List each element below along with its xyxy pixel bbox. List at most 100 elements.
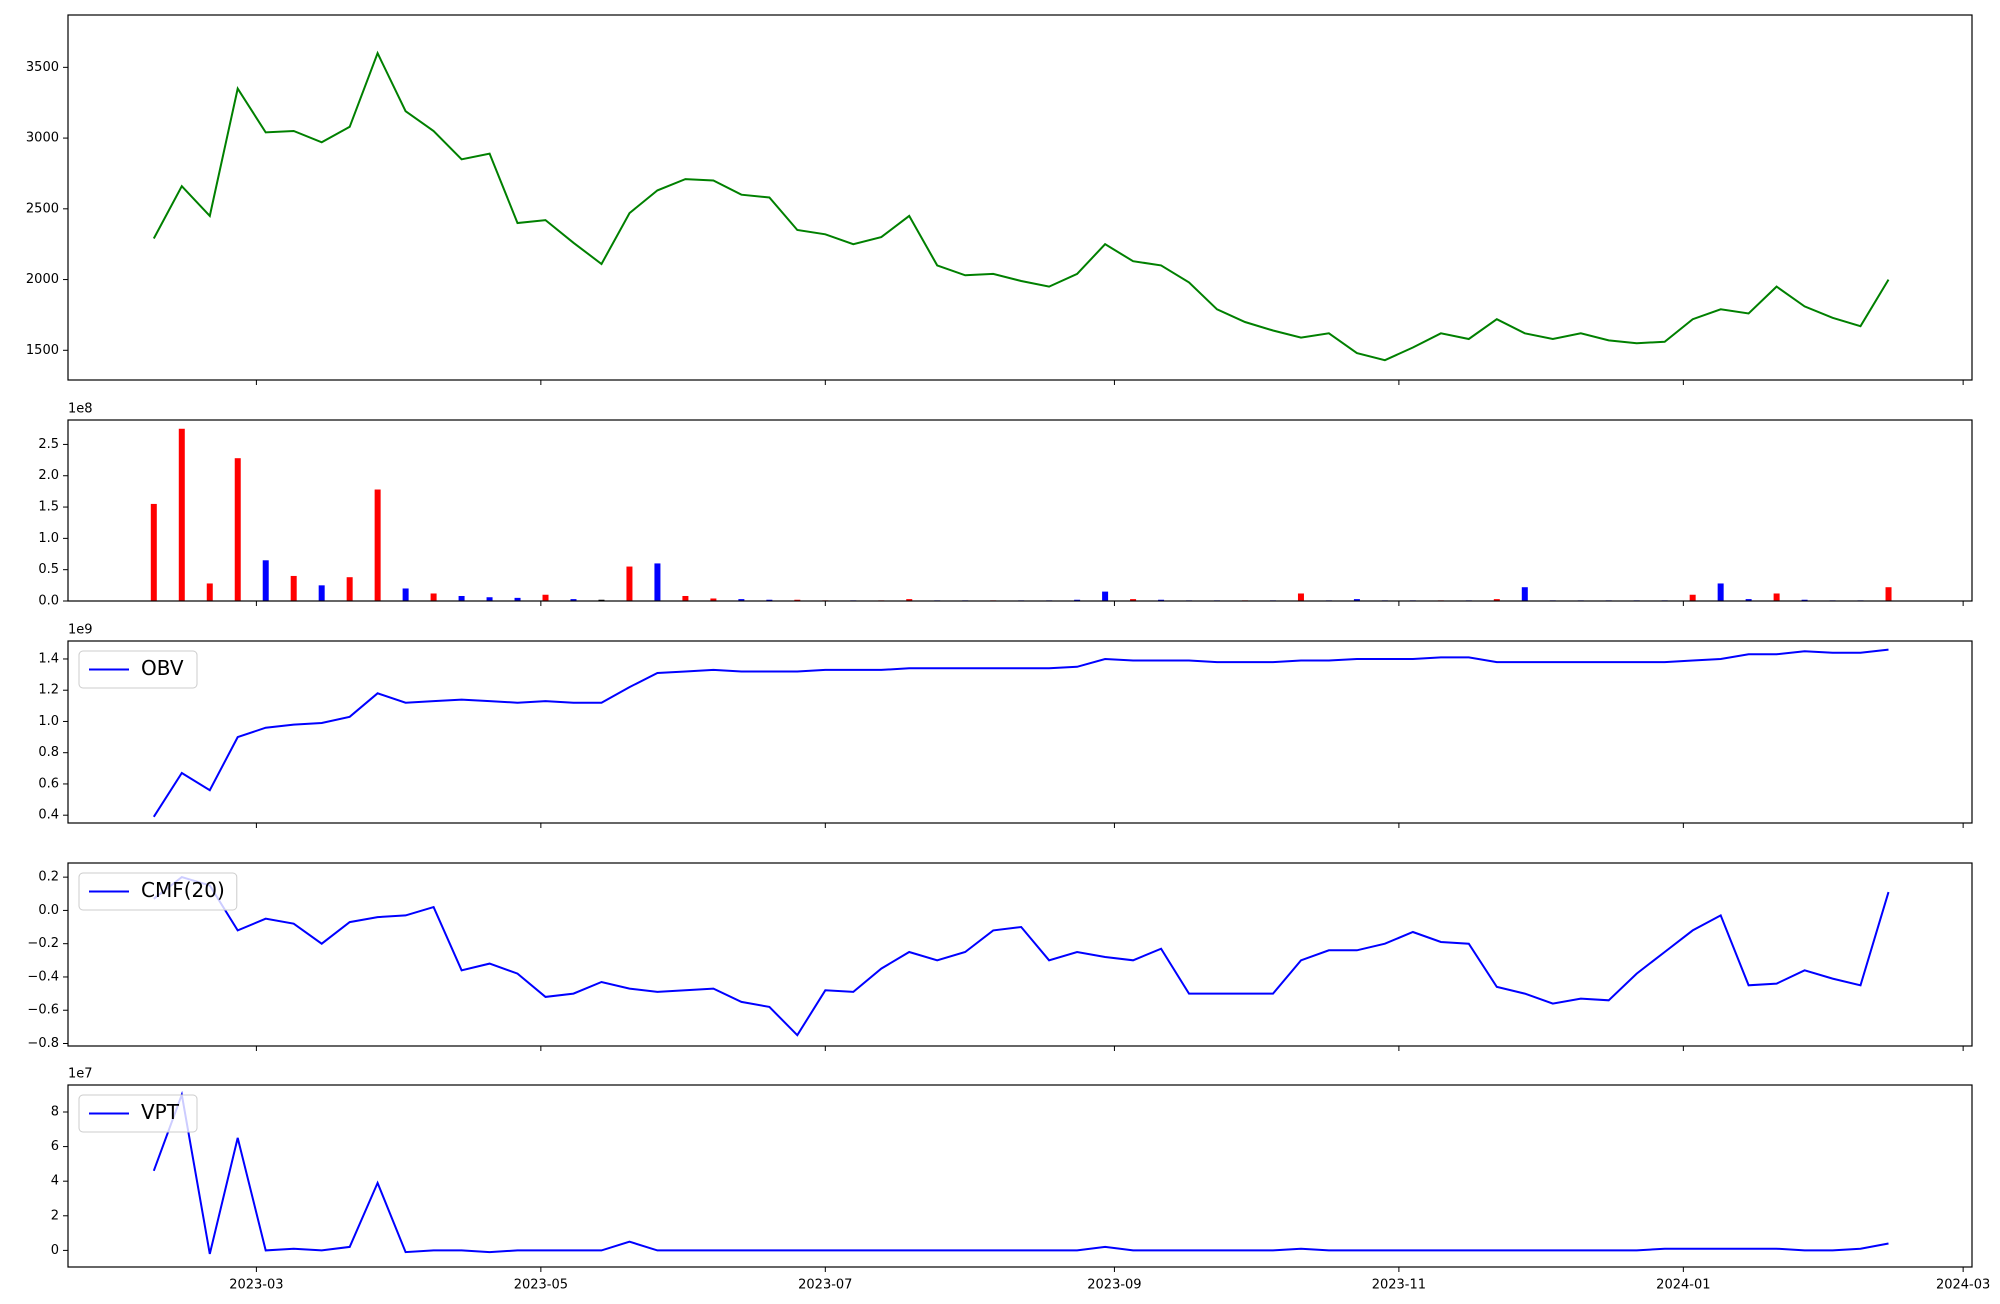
bar (1801, 599, 1808, 601)
x-tick-label: 2023-09 (1087, 1278, 1141, 1293)
panel: 0.4 0.6 0.8 1.0 1.2 1.4 1e9 OBV (38, 623, 1973, 828)
bar (346, 577, 353, 601)
legend-box (78, 872, 238, 911)
y-tick-label: 1.2 (38, 683, 59, 698)
y-tick-label: 8 (51, 1104, 59, 1119)
legend: CMF(20) (78, 872, 238, 911)
y-tick-label: 3500 (26, 60, 59, 75)
bar (458, 595, 465, 601)
bar (682, 595, 689, 601)
x-tick-label: 2024-01 (1656, 1278, 1710, 1293)
bar (906, 599, 913, 601)
legend-label: VPT (141, 1100, 180, 1124)
line (152, 50, 1890, 362)
y-tick-label: 1.5 (38, 500, 59, 515)
y-tick-label: 0.0 (38, 594, 59, 609)
bar (430, 593, 437, 601)
x-tick-label: 2023-03 (229, 1278, 283, 1293)
panel: 0.0 0.5 1.0 1.5 2.0 2.5 1e8 (38, 402, 1973, 609)
legend-label: CMF(20) (141, 878, 225, 902)
y-tick-label: 0.2 (38, 870, 59, 885)
bar (150, 503, 157, 601)
y-offset-label: 1e8 (68, 402, 93, 417)
line (152, 1090, 1889, 1255)
y-tick-label: 2 (51, 1208, 59, 1223)
legend: VPT (78, 1094, 198, 1133)
bar (486, 597, 493, 601)
bar (290, 575, 297, 601)
bar (654, 563, 661, 601)
bar (1885, 587, 1892, 601)
axes-frame (67, 862, 1973, 1047)
bar (1521, 587, 1528, 601)
legend-box (78, 1094, 198, 1133)
y-tick-label: −0.4 (27, 969, 59, 984)
y-tick-label: 2500 (26, 201, 59, 216)
y-tick-label: 0.5 (38, 562, 59, 577)
x-tick-label: 2023-07 (798, 1278, 852, 1293)
y-tick-label: 1.4 (38, 651, 59, 666)
axes-frame (67, 640, 1973, 824)
bar (1130, 599, 1137, 601)
x-tick-label: 2023-05 (514, 1278, 568, 1293)
panel: −0.8 −0.6 −0.4 −0.2 0.0 0.2 CMF(20) (27, 862, 1973, 1051)
bar (206, 583, 213, 601)
y-tick-label: 4 (51, 1174, 59, 1189)
y-tick-label: 2.0 (38, 468, 59, 483)
bar (710, 598, 717, 601)
bar (1353, 599, 1360, 601)
bar (794, 599, 801, 601)
bar (1773, 593, 1780, 601)
axes-frame (67, 14, 1973, 381)
bar (1493, 599, 1500, 601)
panel: 0 2 4 6 8 1e7 2023-03 2023-05 2023-07 2023-09 2023… (51, 1067, 1991, 1293)
bar (178, 428, 185, 601)
y-tick-label: 0.4 (38, 808, 59, 823)
bar (598, 599, 605, 601)
y-offset-label: 1e7 (68, 1067, 93, 1082)
bar (766, 599, 773, 601)
line (153, 875, 1890, 1037)
x-tick-label: 2023-11 (1372, 1278, 1426, 1293)
bar (1745, 599, 1752, 601)
axes-frame (67, 1084, 1973, 1268)
legend: OBV (78, 650, 198, 689)
bar (570, 599, 577, 601)
y-tick-label: −0.6 (27, 1003, 59, 1018)
y-tick-label: 0.8 (38, 745, 59, 760)
bar (234, 458, 241, 601)
y-tick-label: 1.0 (38, 714, 59, 729)
bar (542, 594, 549, 601)
y-tick-label: 2.5 (38, 437, 59, 452)
bar (626, 566, 633, 601)
bar (1102, 591, 1109, 601)
legend-box (78, 650, 198, 689)
y-tick-label: −0.8 (27, 1036, 59, 1051)
y-tick-label: −0.2 (27, 936, 59, 951)
y-tick-label: 0.0 (38, 903, 59, 918)
panel: 1500 2000 2500 3000 3500 (26, 14, 1973, 385)
y-tick-label: 0 (51, 1243, 59, 1258)
axes-frame (67, 419, 1973, 602)
bar (1074, 599, 1081, 601)
bar (402, 588, 409, 601)
bar (374, 489, 381, 601)
y-tick-label: 1500 (26, 343, 59, 358)
y-tick-label: 0.6 (38, 776, 59, 791)
line (152, 648, 1889, 818)
bar (738, 599, 745, 601)
legend-label: OBV (141, 656, 184, 680)
bar (514, 597, 521, 601)
y-offset-label: 1e9 (68, 623, 93, 638)
y-tick-label: 3000 (26, 131, 59, 146)
bar (1689, 594, 1696, 601)
x-tick-label: 2024-03 (1936, 1278, 1990, 1293)
y-tick-label: 6 (51, 1139, 59, 1154)
bar (262, 560, 269, 601)
bar (318, 585, 325, 601)
bar (1297, 593, 1304, 601)
y-tick-label: 2000 (26, 272, 59, 287)
bar (1717, 583, 1724, 601)
